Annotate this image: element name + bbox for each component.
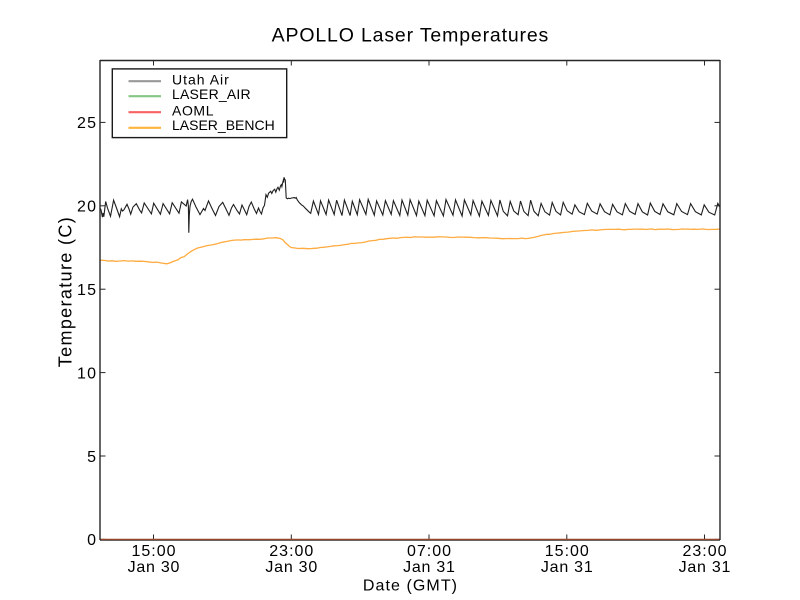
svg-text:Jan 31: Jan 31 (541, 559, 594, 576)
svg-text:AOML: AOML (172, 103, 214, 119)
svg-text:LASER_AIR: LASER_AIR (172, 86, 251, 102)
svg-text:15: 15 (77, 282, 97, 299)
svg-text:Jan 31: Jan 31 (403, 559, 456, 576)
svg-text:Temperature (C): Temperature (C) (56, 216, 76, 367)
svg-text:23:00: 23:00 (682, 543, 727, 560)
svg-text:15:00: 15:00 (545, 543, 590, 560)
svg-text:5: 5 (87, 449, 97, 466)
svg-text:Jan 30: Jan 30 (265, 559, 318, 576)
svg-text:20: 20 (77, 199, 97, 216)
svg-text:23:00: 23:00 (269, 543, 314, 560)
svg-text:07:00: 07:00 (407, 543, 452, 560)
svg-text:10: 10 (77, 365, 97, 382)
svg-text:Jan 30: Jan 30 (128, 559, 181, 576)
svg-text:Jan 31: Jan 31 (679, 559, 732, 576)
svg-text:APOLLO Laser Temperatures: APOLLO Laser Temperatures (272, 25, 550, 47)
svg-text:15:00: 15:00 (131, 543, 176, 560)
svg-text:0: 0 (87, 532, 97, 549)
svg-text:25: 25 (77, 115, 97, 132)
svg-text:LASER_BENCH: LASER_BENCH (172, 117, 275, 133)
svg-text:Date (GMT): Date (GMT) (363, 578, 458, 595)
svg-text:Utah Air: Utah Air (172, 72, 230, 88)
